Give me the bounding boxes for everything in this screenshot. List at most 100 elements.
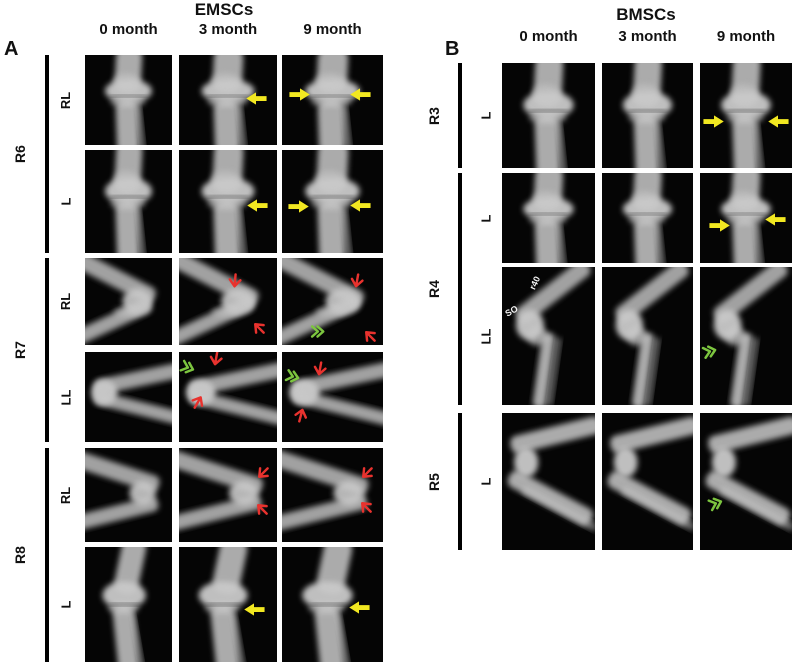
column-header: 9 month (716, 28, 776, 45)
column-header: 3 month (198, 21, 258, 38)
xray-bones (305, 55, 360, 145)
xray-bones (721, 173, 771, 263)
xray-bones (615, 267, 689, 405)
xray-image (282, 55, 383, 145)
group-label-r5: R5 (424, 413, 444, 550)
limb-label: L (477, 63, 495, 168)
panel-label-a: A (4, 38, 19, 60)
xray-image (602, 413, 693, 550)
xray-image (282, 547, 383, 662)
group-bracket (45, 258, 49, 442)
column-header: 9 month (303, 21, 362, 38)
limb-label: L (57, 547, 75, 662)
group-label-text: R8 (12, 546, 28, 564)
limb-label: LL (477, 267, 495, 405)
limb-label-text: L (478, 214, 494, 222)
xray-image (179, 55, 277, 145)
group-label-r6: R6 (10, 55, 30, 253)
xray-image (700, 267, 792, 405)
xray-bones (721, 63, 771, 168)
column-header: 0 month (519, 28, 578, 45)
panel-title: BMSCs (616, 5, 676, 24)
xray-image (85, 150, 172, 253)
xray-bones (282, 258, 365, 345)
limb-label: RL (57, 448, 75, 542)
xray-image (282, 352, 383, 442)
limb-label-text: L (478, 477, 494, 486)
group-label-text: R6 (12, 145, 28, 163)
xray-bones (515, 267, 591, 405)
group-bracket (458, 63, 462, 168)
xray-bones (105, 150, 152, 253)
limb-label: RL (57, 258, 75, 345)
column-header: 3 month (618, 28, 677, 45)
xray-image (85, 55, 172, 145)
group-label-text: R3 (426, 106, 442, 125)
group-label-text: R7 (12, 341, 28, 359)
xray-bones (198, 547, 248, 662)
limb-label: RL (57, 55, 75, 145)
limb-label-text: RL (58, 292, 74, 311)
xray-bones (201, 150, 255, 253)
xray-bones (622, 173, 673, 263)
xray-bones (85, 451, 160, 531)
group-label-text: R4 (426, 280, 442, 298)
xray-image (282, 448, 383, 542)
xray-image (602, 267, 693, 405)
group-bracket (458, 173, 462, 405)
limb-label-text: L (58, 600, 74, 609)
xray-bones (622, 63, 673, 168)
xray-bones (185, 362, 277, 426)
xray-image (502, 413, 595, 550)
xray-image (179, 547, 277, 662)
xray-image (282, 150, 383, 253)
limb-label-text: RL (58, 91, 74, 109)
limb-label-text: LL (58, 389, 74, 405)
column-header: 0 month (99, 21, 158, 38)
xray-bones (302, 547, 353, 662)
limb-label-text: LL (478, 328, 494, 344)
xray-bones (607, 416, 693, 531)
xray-image (700, 173, 792, 263)
xray-image (179, 258, 277, 345)
xray-image (700, 63, 792, 168)
xray-image (700, 413, 792, 550)
group-label-r4: R4 (424, 173, 444, 405)
limb-label: L (477, 173, 495, 263)
xray-bones (705, 416, 792, 531)
xray-image (179, 352, 277, 442)
xray-bones (85, 258, 156, 345)
limb-label: L (477, 413, 495, 550)
xray-image (602, 173, 693, 263)
panel-label-b: B (445, 38, 460, 60)
xray-image (85, 352, 172, 442)
xray-bones (105, 55, 152, 145)
xray-image (502, 63, 595, 168)
xray-image (179, 448, 277, 542)
xray-bones (282, 448, 369, 533)
limb-label: LL (57, 352, 75, 442)
group-label-r7: R7 (10, 258, 30, 442)
limb-label-text: RL (58, 486, 74, 504)
limb-label-text: L (478, 111, 494, 120)
group-label-r3: R3 (424, 63, 444, 168)
xray-image (179, 150, 277, 253)
panel-title: EMSCs (194, 0, 254, 19)
group-bracket (458, 413, 462, 550)
group-label-r8: R8 (10, 448, 30, 662)
xray-image: r40 SO (502, 267, 595, 405)
limb-label: L (57, 150, 75, 253)
xray-bones (305, 150, 360, 253)
xray-bones (523, 173, 574, 263)
xray-bones (91, 363, 172, 424)
xray-image (282, 258, 383, 345)
xray-image (85, 448, 172, 542)
xray-bones (713, 267, 788, 405)
xray-bones (102, 547, 147, 662)
group-bracket (45, 55, 49, 253)
xray-image (85, 258, 172, 345)
xray-image (85, 547, 172, 662)
xray-bones (507, 416, 595, 532)
xray-bones (179, 449, 264, 533)
